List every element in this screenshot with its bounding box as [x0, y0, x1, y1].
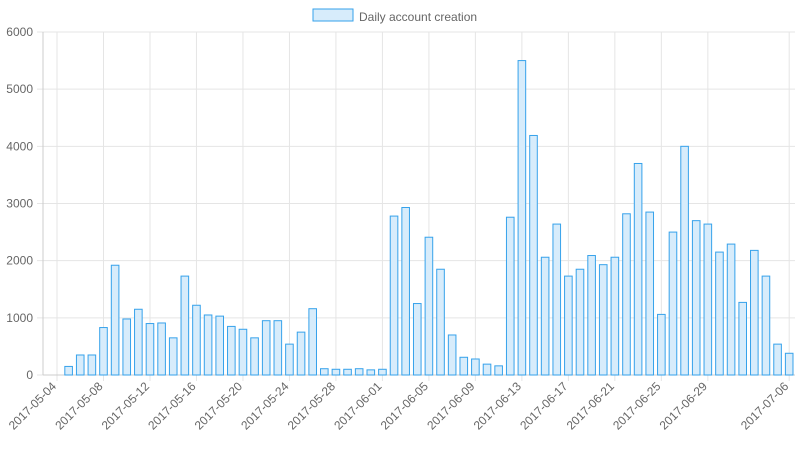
y-axis: 0 1000 2000 3000 4000 5000 6000	[6, 25, 44, 382]
bar[interactable]	[412, 303, 422, 376]
x-tick-label: 2017-06-17	[517, 379, 571, 433]
bar[interactable]	[471, 358, 480, 376]
y-tick-label: 4000	[6, 139, 33, 153]
y-tick-label: 6000	[6, 25, 33, 39]
bars	[64, 60, 794, 376]
bar[interactable]	[645, 211, 655, 376]
bar[interactable]	[703, 223, 713, 376]
bar[interactable]	[633, 162, 643, 376]
bar[interactable]	[401, 207, 410, 376]
bar[interactable]	[308, 308, 317, 376]
bar[interactable]	[610, 256, 620, 376]
bar[interactable]	[354, 368, 364, 376]
bar[interactable]	[773, 343, 782, 376]
bar[interactable]	[110, 264, 120, 376]
y-tick-label: 3000	[6, 197, 33, 211]
legend-swatch[interactable]	[312, 8, 354, 22]
x-tick-label: 2017-06-29	[657, 379, 711, 433]
bar[interactable]	[378, 368, 387, 376]
bar[interactable]	[238, 328, 248, 376]
bar[interactable]	[575, 268, 585, 376]
bar[interactable]	[87, 354, 97, 376]
bar[interactable]	[540, 256, 550, 376]
bar[interactable]	[587, 255, 596, 376]
x-axis: 2017-05-042017-05-082017-05-122017-05-16…	[6, 374, 795, 433]
bar[interactable]	[273, 320, 283, 376]
bar[interactable]	[668, 231, 678, 376]
bar[interactable]	[680, 145, 689, 376]
y-tick-label: 0	[26, 368, 33, 382]
bar[interactable]	[285, 343, 294, 376]
bar[interactable]	[180, 275, 190, 376]
bar[interactable]	[657, 313, 666, 376]
bar[interactable]	[447, 334, 457, 376]
bar[interactable]	[366, 369, 376, 376]
y-tick-label: 1000	[6, 311, 33, 325]
x-tick-label: 2017-06-05	[378, 379, 432, 433]
x-tick-label: 2017-05-24	[238, 379, 292, 433]
bar[interactable]	[598, 264, 608, 376]
bar[interactable]	[227, 325, 236, 376]
x-tick-label: 2017-06-09	[424, 379, 478, 433]
bar[interactable]	[738, 301, 748, 376]
bar[interactable]	[157, 322, 166, 376]
x-tick-label: 2017-05-12	[99, 379, 153, 433]
legend[interactable]: Daily account creation	[312, 8, 477, 24]
bar[interactable]	[192, 304, 201, 376]
bar[interactable]	[552, 223, 562, 376]
bar[interactable]	[343, 368, 352, 376]
bar[interactable]	[436, 268, 445, 376]
bar[interactable]	[494, 365, 503, 376]
bar[interactable]	[622, 213, 631, 376]
bar[interactable]	[784, 352, 794, 376]
bar[interactable]	[424, 236, 434, 376]
bar[interactable]	[145, 323, 155, 376]
y-tick-label: 2000	[6, 254, 33, 268]
bar[interactable]	[750, 249, 759, 376]
bar[interactable]	[482, 363, 492, 376]
bar[interactable]	[168, 337, 178, 376]
bar[interactable]	[215, 315, 225, 376]
bar[interactable]	[203, 314, 213, 376]
x-tick-label: 2017-05-16	[145, 379, 199, 433]
x-tick-label: 2017-06-13	[471, 379, 525, 433]
x-tick-label: 2017-07-06	[738, 379, 792, 433]
bar[interactable]	[122, 318, 132, 376]
legend-label[interactable]: Daily account creation	[359, 10, 477, 24]
x-tick-label: 2017-05-04	[6, 379, 60, 433]
x-tick-label: 2017-05-28	[285, 379, 339, 433]
bar[interactable]	[331, 368, 341, 376]
bar[interactable]	[134, 308, 143, 376]
bar[interactable]	[459, 356, 469, 376]
bar[interactable]	[320, 368, 329, 376]
bar[interactable]	[389, 215, 399, 376]
bar[interactable]	[250, 337, 259, 376]
x-tick-label: 2017-05-20	[192, 379, 246, 433]
bar[interactable]	[75, 354, 85, 376]
x-tick-label: 2017-06-25	[610, 379, 664, 433]
bar[interactable]	[761, 275, 771, 376]
bar[interactable]	[99, 327, 108, 376]
x-tick-label: 2017-05-08	[52, 379, 106, 433]
bar[interactable]	[529, 134, 538, 376]
y-tick-label: 5000	[6, 82, 33, 96]
bar[interactable]	[715, 251, 724, 376]
bar[interactable]	[296, 331, 306, 376]
bar[interactable]	[261, 320, 271, 376]
bar[interactable]	[564, 275, 573, 376]
bar[interactable]	[517, 60, 527, 376]
bar[interactable]	[505, 216, 515, 376]
bar[interactable]	[691, 220, 701, 376]
x-tick-label: 2017-06-01	[331, 379, 385, 433]
bar[interactable]	[726, 243, 736, 376]
x-tick-label: 2017-06-21	[564, 379, 618, 433]
bar[interactable]	[64, 365, 73, 376]
